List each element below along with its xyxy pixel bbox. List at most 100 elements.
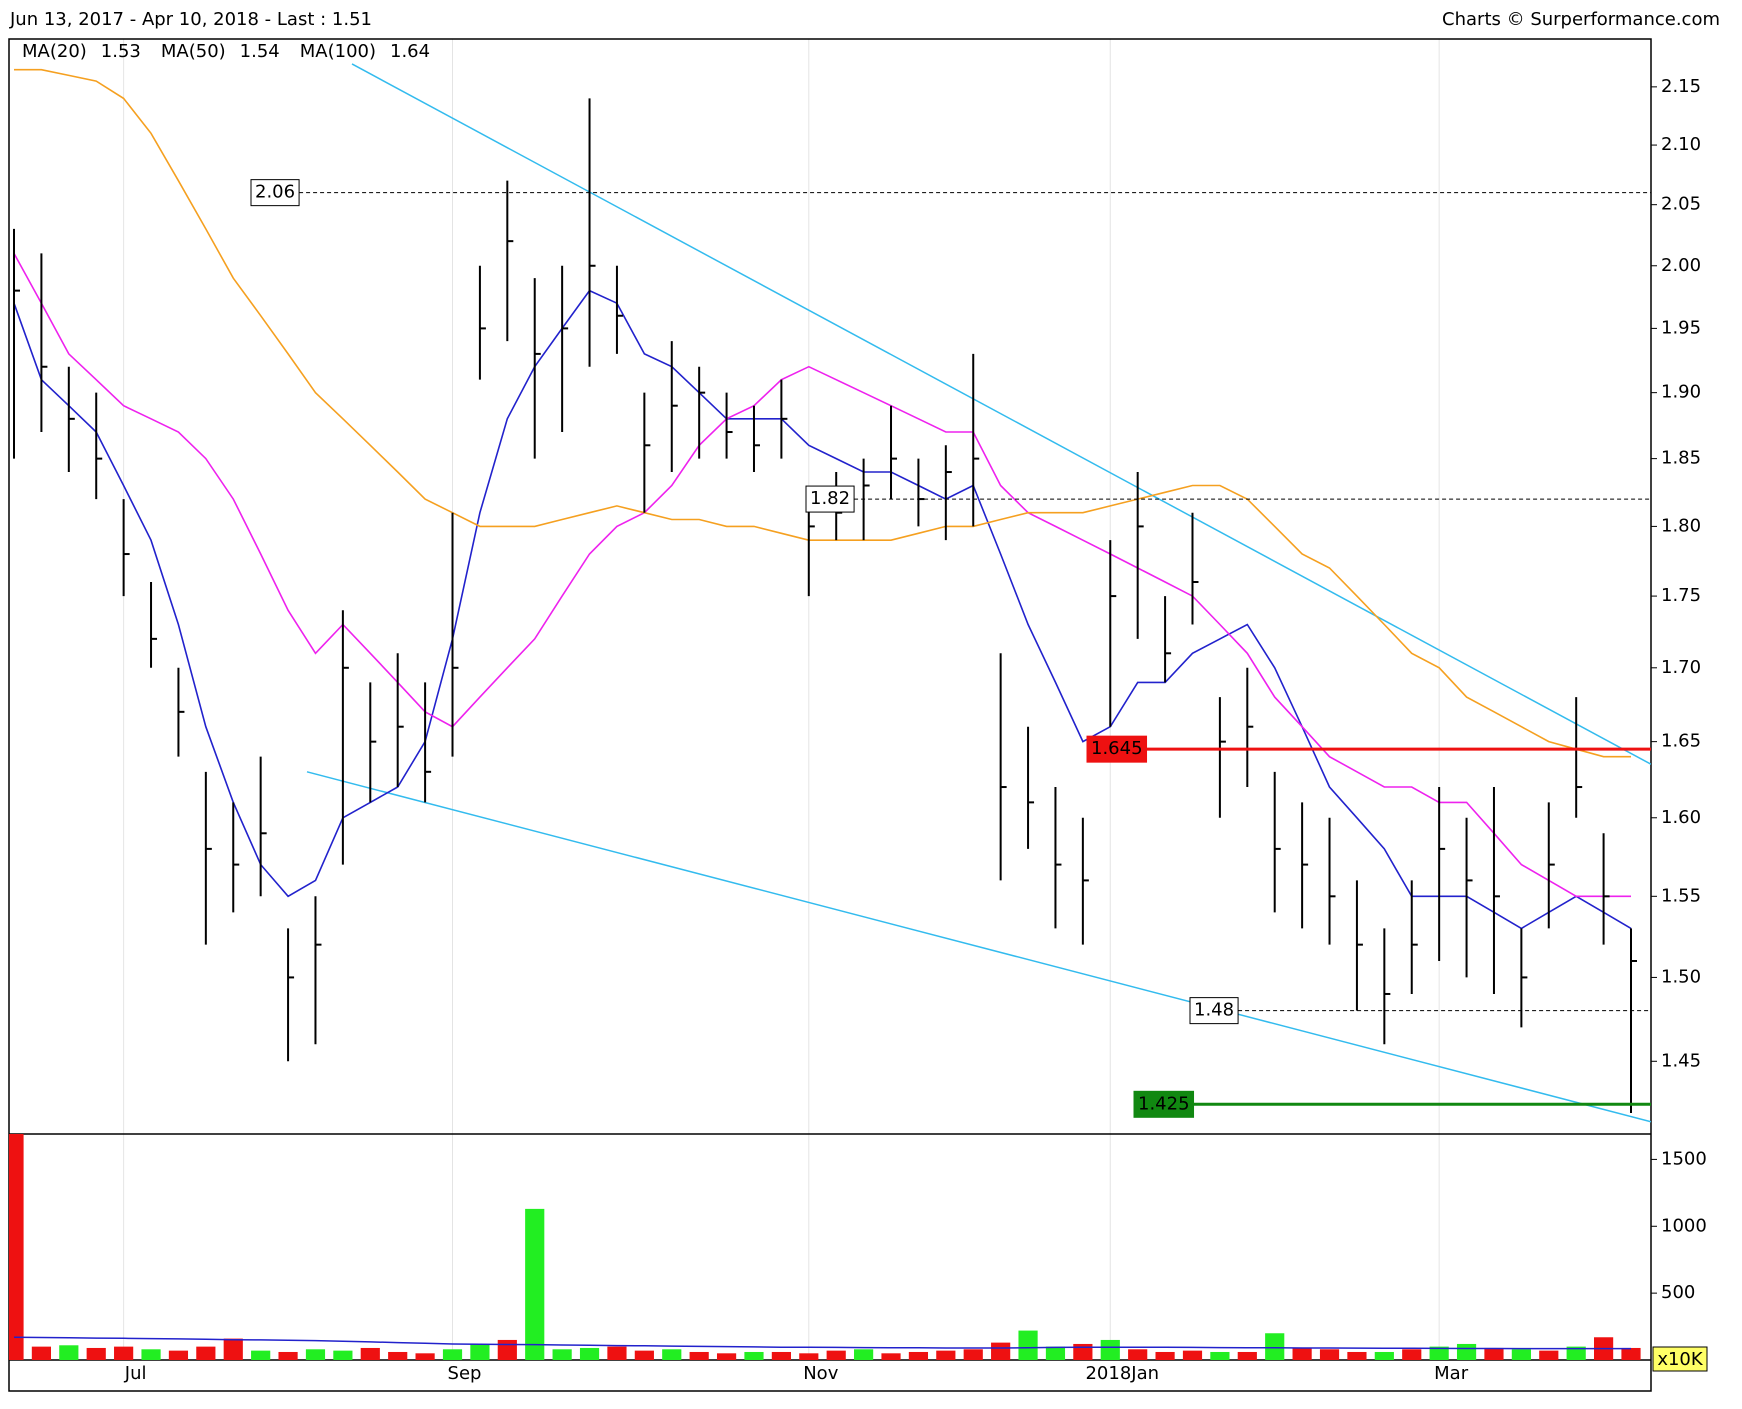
level-label: 1.425	[1138, 1093, 1190, 1114]
volume-bar	[1182, 1350, 1203, 1360]
volume-bar	[141, 1349, 161, 1360]
y-tick-label: 1500	[1661, 1148, 1707, 1169]
moving-average	[13, 253, 1631, 898]
volume-bar	[963, 1349, 983, 1360]
y-tick-label: 2.05	[1661, 194, 1701, 215]
y-tick-label: 1.70	[1661, 657, 1701, 678]
volume-bar	[168, 1350, 189, 1360]
y-tick-label: 1.60	[1661, 807, 1701, 828]
level-box	[1189, 997, 1239, 1025]
legend-name: MA(50)	[161, 41, 226, 62]
volume-bar	[854, 1349, 874, 1360]
volume-bar	[1237, 1351, 1257, 1360]
volume-bar	[716, 1353, 737, 1360]
legend-value: 1.64	[390, 41, 430, 62]
volume-bar	[497, 1339, 517, 1360]
volume-bar	[1374, 1351, 1394, 1360]
y-tick-label: 1.65	[1661, 731, 1701, 752]
level-box	[805, 485, 855, 513]
volume-bar	[525, 1208, 545, 1360]
volume-bar	[1210, 1351, 1230, 1360]
y-tick-label: 2.00	[1661, 255, 1701, 276]
level-label: 1.645	[1091, 738, 1143, 759]
volume-bar	[744, 1351, 764, 1360]
volume-bar	[442, 1349, 463, 1360]
volume-bar	[278, 1351, 298, 1360]
volume-bar	[1429, 1346, 1449, 1360]
legend-value: 1.54	[240, 41, 280, 62]
volume-bar	[662, 1349, 682, 1360]
y-tick-label: 2.10	[1661, 134, 1701, 155]
volume-bar	[86, 1347, 106, 1360]
volume-bar	[305, 1349, 326, 1360]
level-label: 1.48	[1194, 1000, 1234, 1021]
volume-bar	[552, 1349, 572, 1360]
unit-box	[1652, 1346, 1708, 1372]
y-tick-label: 1.95	[1661, 317, 1701, 338]
volume-bar	[689, 1351, 709, 1360]
volume-bar	[826, 1350, 846, 1360]
y-tick-label: 1.85	[1661, 448, 1701, 469]
volume-bar	[1566, 1346, 1586, 1360]
level-box	[1086, 735, 1148, 763]
volume-bar	[1292, 1347, 1312, 1360]
volume-bar	[908, 1351, 929, 1360]
volume-bar	[470, 1343, 490, 1360]
volume-bar	[1484, 1347, 1504, 1360]
frame	[8, 38, 1652, 1392]
volume-bar	[31, 1346, 51, 1360]
y-tick-label: 1.75	[1661, 585, 1701, 606]
volume-bar	[1045, 1346, 1066, 1360]
volume-bar	[991, 1342, 1011, 1360]
level-box	[1133, 1090, 1195, 1118]
volume-bar	[9, 1134, 24, 1360]
level-label: 1.82	[810, 488, 850, 509]
volume-bar	[1155, 1351, 1175, 1360]
volume-bar	[1100, 1339, 1120, 1360]
volume-bar	[415, 1353, 435, 1360]
y-tick-label: 1.80	[1661, 515, 1701, 536]
volume-bar	[607, 1346, 627, 1360]
chart-title: Jun 13, 2017 - Apr 10, 2018 - Last : 1.5…	[9, 9, 372, 30]
y-tick-label: 500	[1661, 1282, 1695, 1303]
y-tick-label: 2.15	[1661, 76, 1701, 97]
volume-bar	[1073, 1343, 1093, 1360]
x-tick-label: Mar	[1434, 1363, 1469, 1384]
volume-bar	[223, 1338, 243, 1360]
volume-bar	[799, 1353, 819, 1360]
volume-bar	[634, 1350, 654, 1360]
moving-average	[14, 68, 1631, 758]
volume-bar	[1265, 1333, 1285, 1360]
y-tick-label: 1.90	[1661, 382, 1701, 403]
volume-bar	[114, 1346, 134, 1360]
legend-name: MA(20)	[22, 41, 87, 62]
volume-bar	[388, 1351, 408, 1360]
volume-bar	[333, 1350, 353, 1360]
volume-bar	[1511, 1349, 1531, 1360]
y-tick-label: 1000	[1661, 1215, 1707, 1236]
volume-bar	[881, 1353, 901, 1360]
legend-value: 1.53	[101, 41, 141, 62]
trendline	[306, 771, 1651, 1123]
volume-bar	[771, 1351, 791, 1360]
y-tick-label: 1.50	[1661, 966, 1701, 987]
trendline	[351, 63, 1651, 765]
x-tick-label: 2018Jan	[1085, 1363, 1159, 1384]
volume-average	[13, 1336, 1631, 1350]
legend-name: MA(100)	[300, 41, 376, 62]
volume-bar	[59, 1345, 79, 1360]
y-tick-label: 1.55	[1661, 885, 1701, 906]
volume-bar	[1621, 1347, 1641, 1360]
volume-bar	[360, 1347, 380, 1360]
x-tick-label: Nov	[803, 1363, 838, 1384]
volume-bar	[936, 1350, 956, 1360]
volume-panel	[9, 1134, 1641, 1360]
volume-bar	[251, 1350, 271, 1360]
volume-bar	[1319, 1349, 1340, 1360]
volume-bar	[579, 1347, 600, 1360]
volume-bar	[1128, 1349, 1148, 1360]
volume-bar	[196, 1346, 216, 1360]
moving-average	[13, 289, 1632, 930]
volume-bar	[1456, 1343, 1477, 1360]
